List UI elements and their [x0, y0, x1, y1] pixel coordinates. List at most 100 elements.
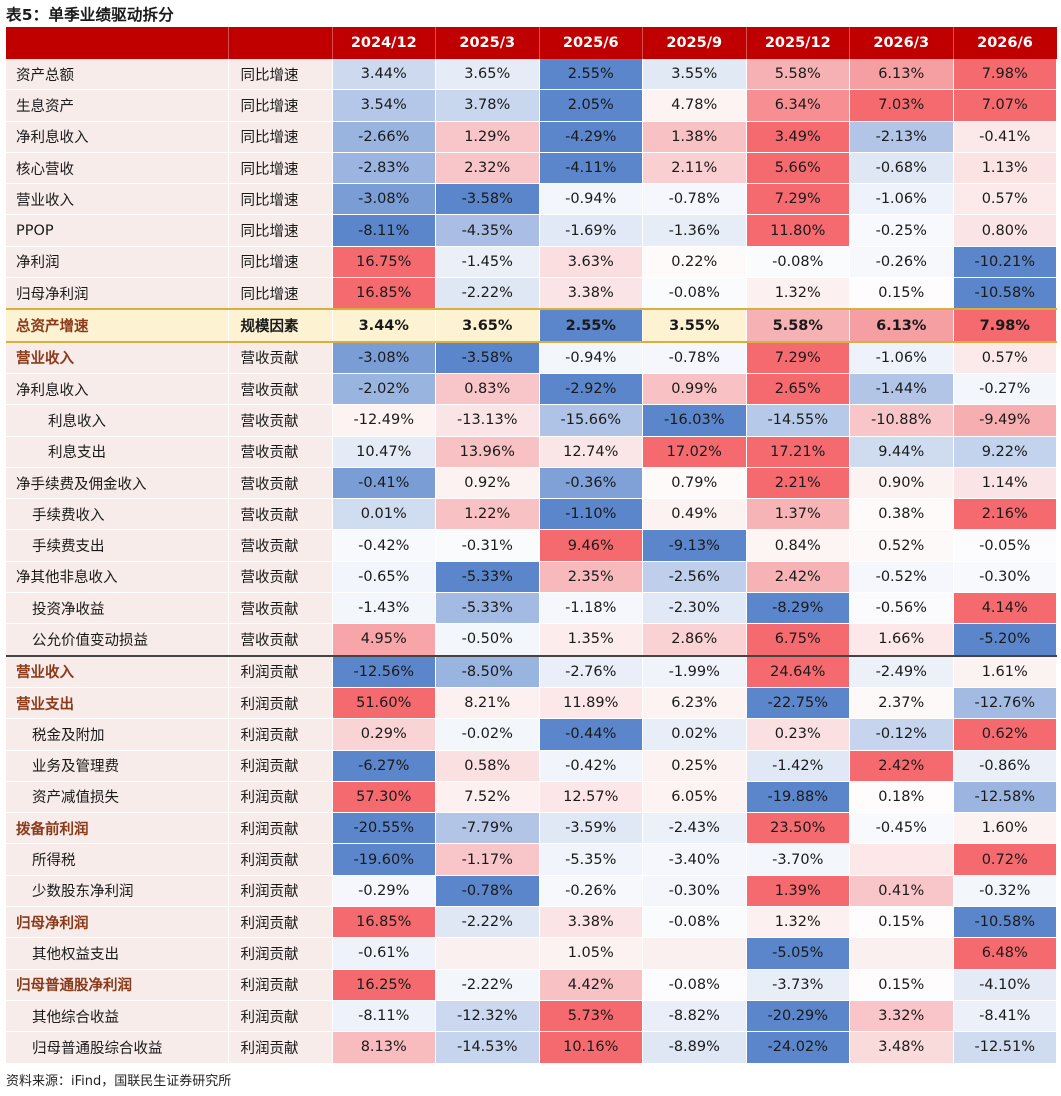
- value-cell: -12.32%: [435, 1000, 540, 1033]
- row-label: 归母普通股综合收益: [6, 1031, 229, 1064]
- row-label: 营业收入: [6, 183, 229, 216]
- value-cell: 2.86%: [642, 623, 747, 657]
- value-cell: -5.05%: [746, 937, 850, 970]
- value-cell: 3.54%: [332, 89, 436, 122]
- value-cell: 2.42%: [849, 750, 954, 782]
- value-cell: 1.39%: [746, 875, 850, 908]
- value-cell: -1.44%: [849, 373, 954, 406]
- value-cell: -8.11%: [332, 214, 436, 247]
- value-cell: 2.05%: [539, 89, 643, 122]
- table-row: 资产总额 同比增速 3.44% 3.65% 2.55% 3.55% 5.58% 6.13% 7.…: [6, 59, 1057, 91]
- value-cell: 8.13%: [332, 1031, 436, 1064]
- value-cell: -3.70%: [746, 843, 850, 876]
- row-label: 营业收入: [6, 654, 229, 688]
- value-cell: 0.92%: [435, 467, 540, 500]
- value-cell: -1.99%: [642, 654, 747, 688]
- value-cell: 6.05%: [642, 781, 747, 814]
- value-cell: -0.29%: [332, 875, 436, 908]
- table-row: 营业收入 利润贡献 -12.56% -8.50% -2.76% -1.99% 24.64% -…: [6, 654, 1057, 688]
- row-dimension: 营收贡献: [228, 404, 333, 437]
- value-cell: -0.52%: [849, 561, 954, 594]
- value-cell: 0.23%: [746, 718, 850, 751]
- value-cell: -2.49%: [849, 654, 954, 688]
- value-cell: -2.76%: [539, 654, 643, 688]
- value-cell: -2.13%: [849, 121, 954, 153]
- value-cell: -4.11%: [539, 152, 643, 185]
- value-cell: 57.30%: [332, 781, 436, 814]
- value-cell: 2.21%: [746, 467, 850, 500]
- value-cell: 2.35%: [539, 561, 643, 594]
- row-dimension: 同比增速: [228, 89, 333, 122]
- row-label: 资产减值损失: [6, 781, 229, 814]
- header-period: 2025/6: [539, 27, 643, 59]
- header-period: 2025/12: [746, 27, 850, 59]
- value-cell: 0.29%: [332, 718, 436, 751]
- value-cell: 24.64%: [746, 654, 850, 688]
- value-cell: -10.88%: [849, 404, 954, 437]
- value-cell: 11.89%: [539, 687, 643, 720]
- row-dimension: 利润贡献: [228, 687, 333, 720]
- value-cell: 16.85%: [332, 906, 436, 939]
- table-row: 利息收入 营收贡献 -12.49% -13.13% -15.66% -16.03% -14.…: [6, 404, 1057, 437]
- value-cell: 9.46%: [539, 529, 643, 562]
- value-cell: 1.32%: [746, 277, 850, 310]
- row-label: 营业收入: [6, 341, 229, 374]
- value-cell: -0.56%: [849, 592, 954, 625]
- value-cell: 1.32%: [746, 906, 850, 939]
- value-cell: 1.60%: [953, 812, 1057, 845]
- row-dimension: 营收贡献: [228, 373, 333, 406]
- row-label: 手续费收入: [6, 498, 229, 531]
- row-dimension: 营收贡献: [228, 341, 333, 374]
- value-cell: 4.42%: [539, 969, 643, 1001]
- row-dimension: 同比增速: [228, 152, 333, 185]
- value-cell: 1.29%: [435, 121, 540, 153]
- value-cell: 5.58%: [746, 308, 850, 343]
- value-cell: -0.08%: [642, 906, 747, 939]
- value-cell: 2.55%: [539, 59, 643, 91]
- value-cell: -0.26%: [539, 875, 643, 908]
- value-cell: 2.11%: [642, 152, 747, 185]
- row-dimension: 同比增速: [228, 214, 333, 247]
- table-row: 归母净利润 同比增速 16.85% -2.22% 3.38% -0.08% 1.32% 0.1…: [6, 277, 1057, 310]
- value-cell: -0.36%: [539, 467, 643, 500]
- table-row: PPOP 同比增速 -8.11% -4.35% -1.69% -1.36% 11.80% -0…: [6, 214, 1057, 247]
- value-cell: 0.22%: [642, 246, 747, 279]
- value-cell: -24.02%: [746, 1031, 850, 1064]
- value-cell: -3.40%: [642, 843, 747, 876]
- row-dimension: 规模因素: [228, 308, 333, 343]
- value-cell: 1.05%: [539, 937, 643, 970]
- row-label: 利息收入: [6, 404, 229, 437]
- value-cell: 5.58%: [746, 59, 850, 91]
- value-cell: -8.41%: [953, 1000, 1057, 1033]
- value-cell: 9.44%: [849, 436, 954, 468]
- row-label: 税金及附加: [6, 718, 229, 751]
- row-dimension: 营收贡献: [228, 529, 333, 562]
- value-cell: 12.57%: [539, 781, 643, 814]
- value-cell: 7.03%: [849, 89, 954, 122]
- value-cell: -0.08%: [746, 246, 850, 279]
- table-row: 总资产增速 规模因素 3.44% 3.65% 2.55% 3.55% 5.58% 6.13% 7…: [6, 308, 1057, 343]
- value-cell: 1.35%: [539, 623, 643, 657]
- value-cell: 7.98%: [953, 59, 1057, 91]
- value-cell: -10.58%: [953, 906, 1057, 939]
- value-cell: 0.15%: [849, 969, 954, 1001]
- row-label: 净手续费及佣金收入: [6, 467, 229, 500]
- value-cell: 0.84%: [746, 529, 850, 562]
- value-cell: 5.66%: [746, 152, 850, 185]
- value-cell: [849, 843, 954, 876]
- value-cell: -9.49%: [953, 404, 1057, 437]
- value-cell: 3.63%: [539, 246, 643, 279]
- value-cell: -15.66%: [539, 404, 643, 437]
- value-cell: -2.22%: [435, 277, 540, 310]
- value-cell: -5.35%: [539, 843, 643, 876]
- value-cell: 51.60%: [332, 687, 436, 720]
- row-dimension: 营收贡献: [228, 436, 333, 468]
- value-cell: 6.34%: [746, 89, 850, 122]
- value-cell: 0.79%: [642, 467, 747, 500]
- table-row: 营业收入 同比增速 -3.08% -3.58% -0.94% -0.78% 7.29% -1.…: [6, 183, 1057, 216]
- value-cell: [849, 937, 954, 970]
- table-row: 税金及附加 利润贡献 0.29% -0.02% -0.44% 0.02% 0.23% -0.1…: [6, 718, 1057, 751]
- row-label: 核心营收: [6, 152, 229, 185]
- value-cell: -1.17%: [435, 843, 540, 876]
- value-cell: -0.94%: [539, 183, 643, 216]
